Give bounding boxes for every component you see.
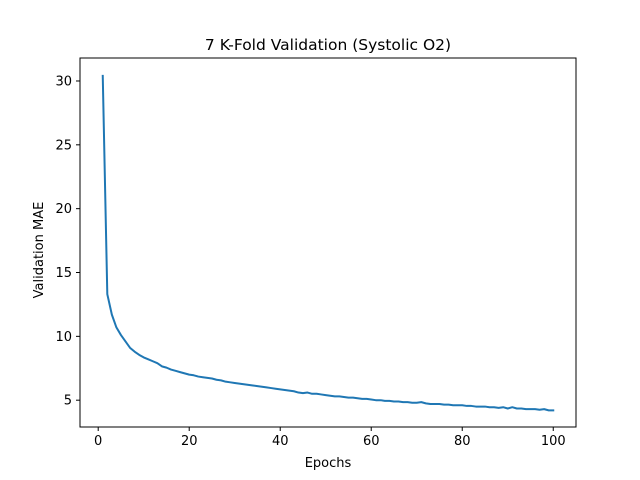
series-line-0 [101,74,555,412]
y-tick-label: 15 [55,266,72,281]
y-tick-label: 20 [55,202,72,217]
x-tick-label: 80 [454,434,471,449]
y-tick-label: 25 [55,138,72,153]
y-axis-label: Validation MAE [32,202,47,299]
x-tick-label: 60 [363,434,380,449]
plot-area [79,57,577,428]
x-axis-label: Epochs [305,456,352,471]
y-axis: 5 10 15 20 25 30 [55,74,80,409]
y-tick-label: 30 [55,74,72,89]
x-tick-label: 40 [272,434,289,449]
axes-frame [79,57,577,428]
x-tick-label: 0 [94,434,102,449]
x-axis: 0 20 40 60 80 100 [94,427,566,449]
x-tick-label: 100 [541,434,566,449]
x-tick-label: 20 [181,434,198,449]
chart-title: 7 K-Fold Validation (Systolic O2) [205,36,451,54]
y-tick-label: 10 [55,330,72,345]
y-tick-label: 5 [64,394,72,409]
